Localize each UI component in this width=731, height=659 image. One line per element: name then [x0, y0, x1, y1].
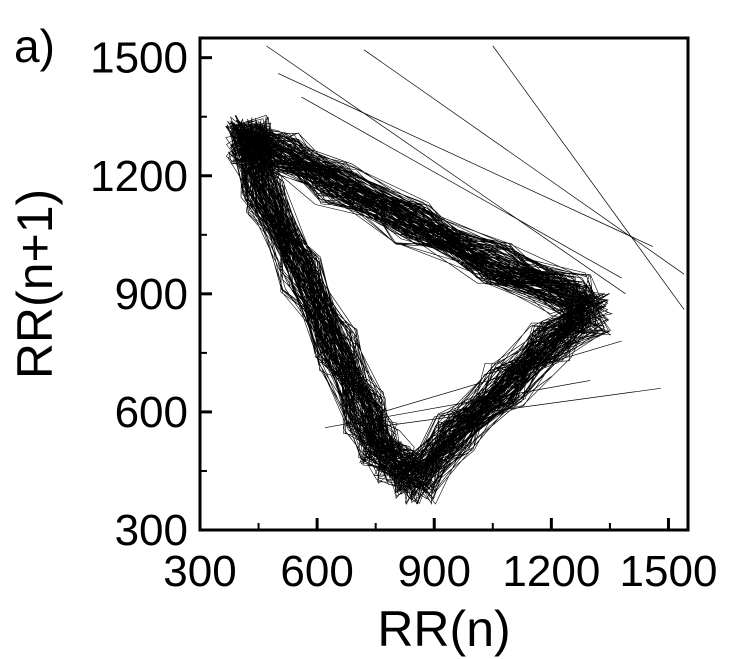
outlier-segment [266, 45, 626, 295]
outlier-segment [363, 49, 685, 275]
outlier-segment [492, 45, 685, 310]
outlier-segment [356, 340, 622, 421]
outlier-segment [371, 387, 661, 429]
x-tick-label: 1200 [502, 547, 600, 596]
outlier-segment [324, 380, 591, 429]
x-tick-label: 300 [163, 547, 236, 596]
y-axis: 300 600 900 1200 1500 [90, 34, 212, 555]
outlier-segment [434, 376, 552, 464]
y-tick-label: 1500 [90, 34, 188, 83]
series-line [225, 114, 613, 506]
y-tick-label: 1200 [90, 152, 188, 201]
outlier-segment [277, 73, 654, 247]
y-axis-label: RR(n+1) [7, 189, 63, 379]
x-tick-label: 900 [398, 547, 471, 596]
y-tick-label: 600 [115, 388, 188, 437]
x-axis-label: RR(n) [377, 601, 510, 657]
x-tick-label: 600 [280, 547, 353, 596]
x-tick-label: 1500 [620, 547, 718, 596]
plot-frame [198, 36, 690, 532]
outlier-segment [301, 96, 622, 279]
plot-lines [225, 45, 685, 506]
panel-label: a) [14, 20, 55, 72]
x-axis: 300 600 900 1200 1500 [163, 518, 717, 596]
y-tick-label: 300 [115, 506, 188, 555]
y-tick-label: 900 [115, 270, 188, 319]
